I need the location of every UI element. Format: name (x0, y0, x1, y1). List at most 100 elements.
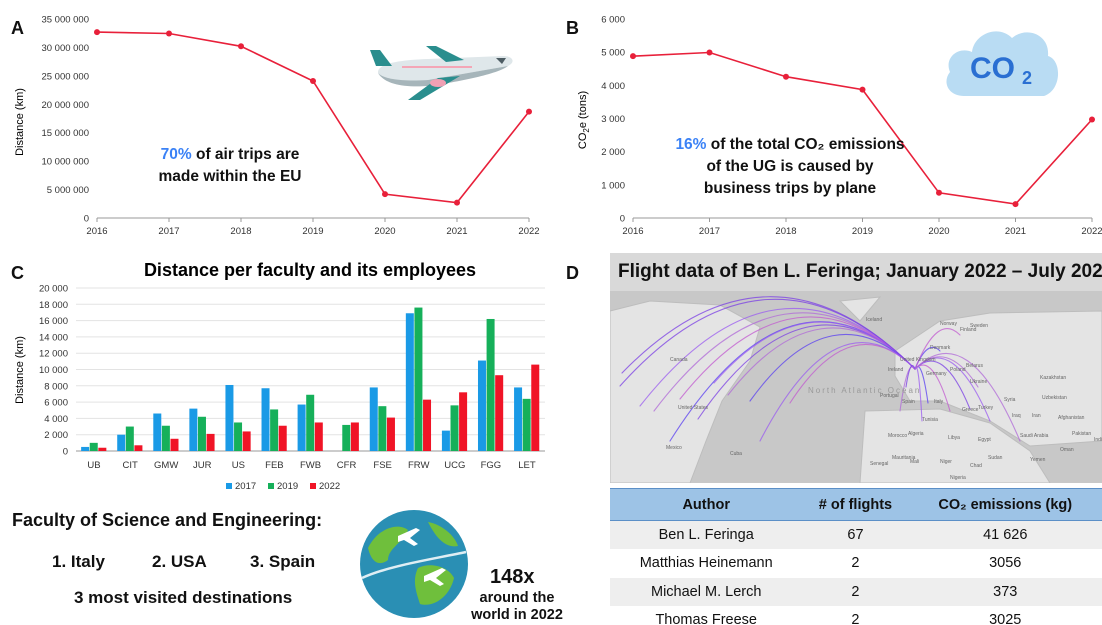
callout-highlight: 16% (675, 136, 707, 153)
map-label: Denmark (930, 345, 951, 351)
y-tick-label: 30 000 000 (41, 43, 89, 54)
table-cell: 2 (802, 577, 909, 606)
map-label: Afghanistan (1058, 415, 1085, 421)
data-point (936, 189, 942, 196)
x-tick-label: GMW (154, 460, 178, 471)
table-row: Matthias Heinemann 2 3056 (610, 549, 1102, 578)
map-label: Egypt (978, 437, 991, 443)
table-cell: Matthias Heinemann (639, 555, 773, 572)
callout-line2: made within the EU (158, 168, 302, 185)
y-tick-label: 6 000 (601, 15, 625, 26)
flight-route (749, 333, 916, 402)
x-tick-label: 2022 (1081, 226, 1102, 237)
x-tick-label: 2018 (230, 226, 251, 237)
table-row: Ben L. Feringa 67 41 626 (610, 520, 1102, 549)
data-point (310, 77, 316, 84)
ocean-label: North Atlantic Ocean (808, 386, 921, 395)
data-point (783, 73, 789, 80)
bar-2019 (197, 416, 206, 451)
flight-route (905, 365, 916, 388)
bar-2022 (314, 422, 323, 451)
map-label: United States (678, 405, 709, 411)
chart-title: Distance per faculty and its employees (144, 260, 476, 280)
y-tick-label: 10 000 (39, 365, 68, 376)
map-label: Mauritania (892, 455, 916, 461)
y-tick-label: 35 000 000 (41, 15, 89, 26)
y-axis-label: Distance (km) (14, 88, 26, 156)
data-point (166, 30, 172, 37)
chart-a-callout: 70% of air trips are made within the EU (110, 144, 350, 188)
map-label: Cuba (730, 451, 742, 457)
data-point (382, 191, 388, 198)
globe-with-planes-icon (360, 510, 468, 618)
table-cell: 67 (802, 520, 909, 549)
airplane-icon (370, 46, 513, 100)
bar-2022 (350, 422, 359, 451)
bar-2022 (170, 438, 179, 451)
panel-letter-a: A (11, 18, 24, 38)
x-tick-label: LET (518, 460, 536, 471)
flight-route (621, 296, 916, 374)
map-label: Chad (970, 463, 982, 469)
y-tick-label: 20 000 000 (41, 100, 89, 111)
flight-route (899, 366, 916, 412)
table-row: Michael M. Lerch 2 373 (610, 577, 1102, 606)
bar-2017 (477, 360, 486, 451)
map-label: Spain (902, 399, 915, 405)
bar-2019 (306, 394, 315, 451)
destination-1: 1. Italy (52, 552, 105, 571)
map-label: Italy (934, 399, 944, 405)
bar-2017 (153, 413, 162, 451)
bar-2019 (125, 426, 134, 451)
y-tick-label: 0 (63, 447, 68, 458)
bar-2019 (378, 406, 387, 451)
legend-swatch (310, 483, 316, 489)
callout-line1: of air trips are (191, 146, 300, 163)
x-tick-label: FEB (265, 460, 283, 471)
bar-2022 (134, 445, 143, 451)
bar-2017 (369, 387, 378, 451)
panel-letter-d: D (566, 263, 579, 283)
data-point (526, 108, 532, 115)
flight-data-title: Flight data of Ben L. Feringa; January 2… (610, 253, 1102, 291)
bar-2019 (89, 442, 98, 451)
x-tick-label: 2019 (852, 226, 873, 237)
fse-title: Faculty of Science and Engineering: (12, 510, 323, 530)
bar-2017 (441, 430, 450, 451)
map-label: Norway (940, 321, 957, 327)
data-point (1089, 116, 1095, 123)
bar-2017 (405, 313, 414, 451)
map-label: Libya (948, 435, 960, 441)
y-tick-label: 25 000 000 (41, 71, 89, 82)
flight-map: North Atlantic Ocean Canada United States… (610, 291, 1102, 483)
map-label: Iceland (866, 317, 882, 323)
data-point (454, 199, 460, 206)
map-label: Canada (670, 357, 688, 363)
map-label: Algeria (908, 431, 924, 437)
map-label: Yemen (1030, 457, 1046, 463)
y-axis-label: CO2e (tons) (577, 91, 591, 149)
y-tick-label: 0 (620, 214, 625, 225)
bar-2017 (261, 388, 270, 451)
bar-2019 (342, 424, 351, 451)
map-label: Tunisia (922, 417, 938, 423)
map-label: Pakistan (1072, 431, 1091, 437)
map-label: Germany (926, 371, 947, 377)
bar-2019 (234, 422, 243, 451)
bar-2022 (98, 447, 107, 451)
legend-label: 2017 (235, 481, 256, 492)
x-tick-label: UCG (444, 460, 465, 471)
destinations-caption: 3 most visited destinations (74, 588, 293, 607)
chart-b-callout: 16% of the total CO₂ emissions of the UG… (640, 134, 940, 200)
x-tick-label: 2019 (302, 226, 323, 237)
map-label: Poland (950, 367, 966, 373)
col-emissions: CO₂ emissions (kg) (908, 488, 1102, 521)
destination-3: 3. Spain (250, 552, 316, 571)
data-point (238, 43, 244, 50)
map-label: Ukraine (970, 379, 987, 385)
table-header-row: Author # of flights CO₂ emissions (kg) (610, 488, 1102, 521)
map-label: Iraq (1012, 413, 1021, 419)
data-point (706, 49, 713, 56)
table-row: Thomas Freese 2 3025 (610, 606, 1102, 625)
data-point (94, 29, 100, 36)
